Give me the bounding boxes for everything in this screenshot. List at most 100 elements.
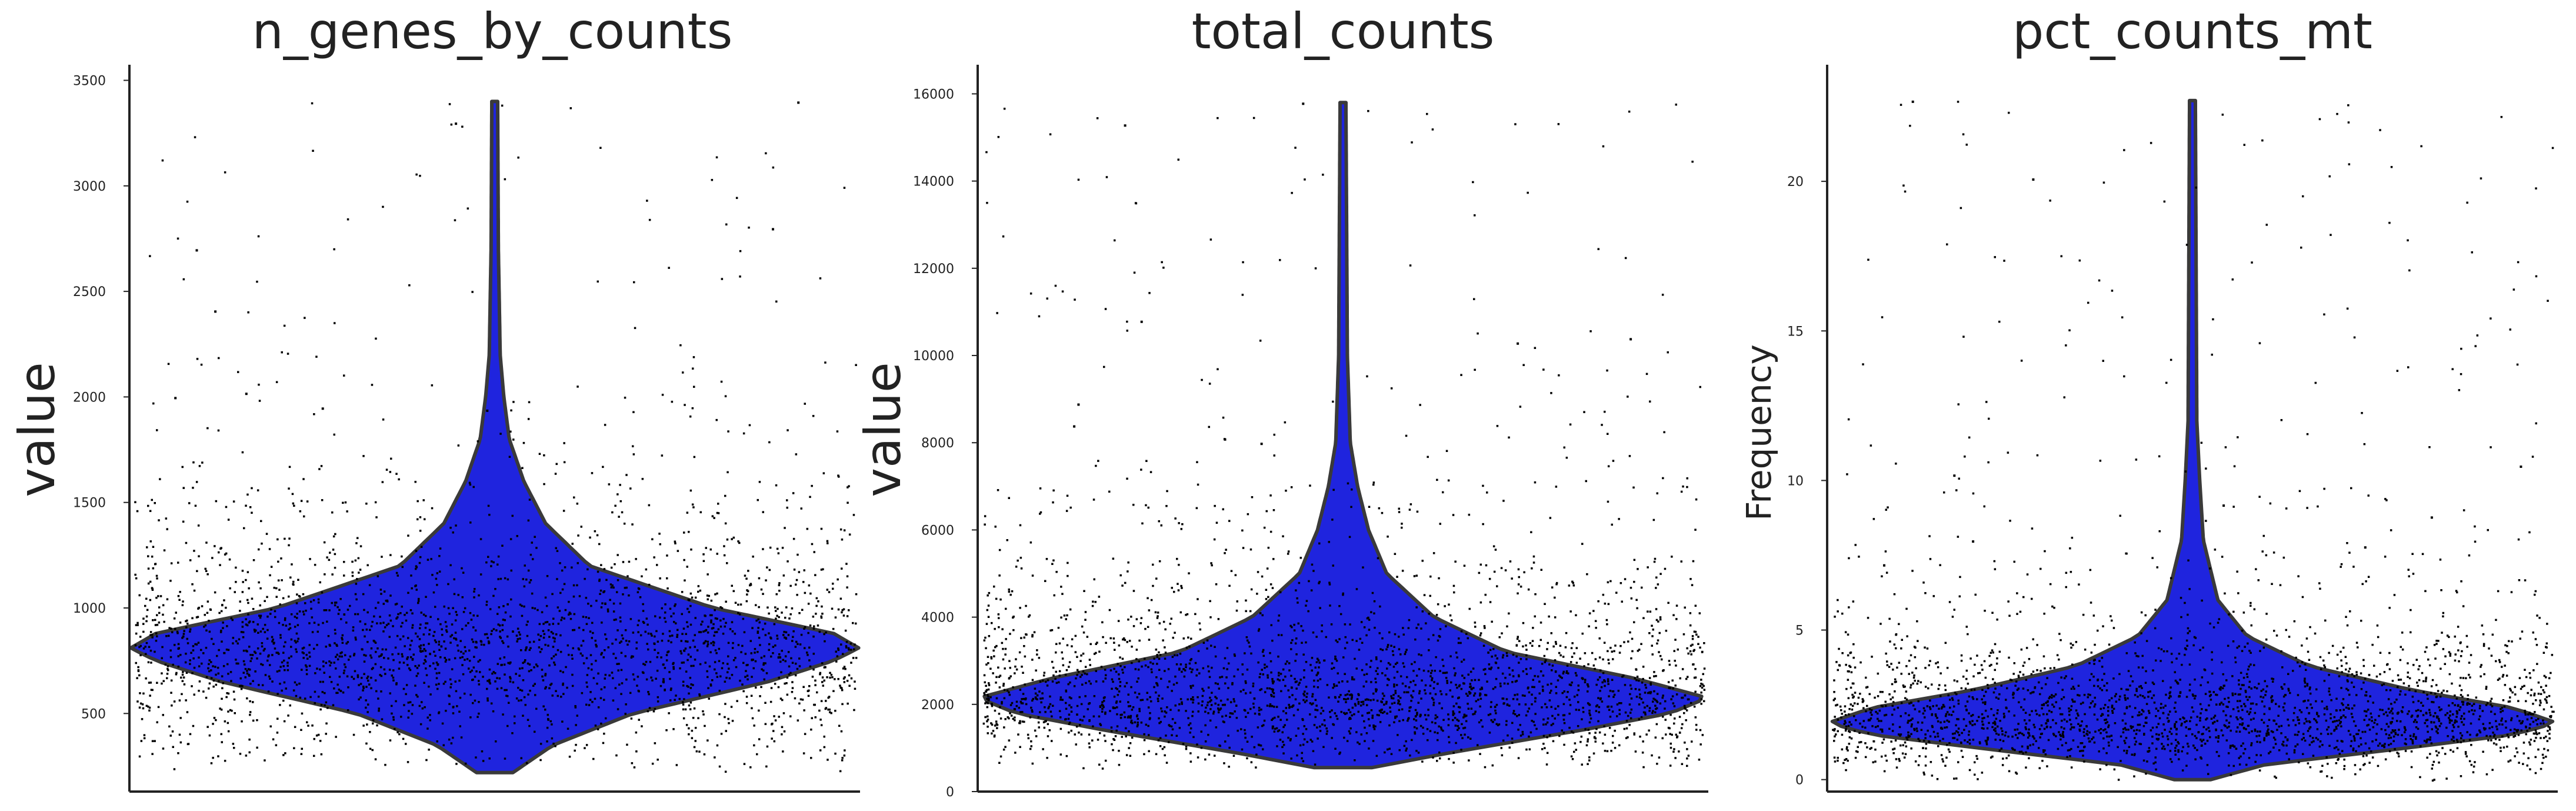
observation-point	[544, 621, 547, 624]
observation-point	[506, 603, 509, 606]
observation-point	[791, 607, 794, 610]
observation-point	[1287, 689, 1289, 692]
observation-point	[1280, 690, 1282, 693]
observation-point	[1177, 589, 1180, 591]
observation-point	[424, 706, 426, 709]
observation-point	[1442, 729, 1444, 732]
observation-point	[1594, 732, 1597, 734]
observation-point	[258, 581, 260, 584]
observation-point	[564, 566, 566, 569]
observation-point	[993, 655, 995, 657]
observation-point	[689, 489, 692, 492]
observation-point	[655, 677, 657, 680]
observation-point	[1555, 581, 1558, 584]
observation-point	[239, 610, 241, 612]
outlier-point	[455, 122, 458, 125]
observation-point	[1349, 717, 1352, 720]
observation-point	[728, 667, 730, 670]
observation-point	[1551, 664, 1554, 667]
observation-point	[525, 579, 528, 581]
observation-point	[1209, 719, 1212, 722]
observation-point	[985, 701, 988, 704]
observation-point	[1512, 710, 1515, 712]
observation-point	[1649, 610, 1652, 613]
observation-point	[368, 584, 371, 586]
observation-point	[275, 744, 278, 746]
observation-point	[1525, 658, 1528, 660]
observation-point	[388, 614, 391, 617]
observation-point	[1372, 483, 1375, 486]
observation-point	[1511, 742, 1514, 744]
observation-point	[1271, 639, 1274, 642]
observation-point	[983, 639, 986, 642]
observation-point	[781, 611, 783, 614]
observation-point	[1097, 739, 1099, 741]
observation-point	[821, 605, 823, 608]
observation-point	[495, 629, 498, 631]
observation-point	[1680, 560, 1682, 563]
observation-point	[162, 604, 165, 607]
observation-point	[1397, 695, 1400, 697]
observation-point	[186, 200, 189, 203]
observation-point	[811, 676, 814, 678]
observation-point	[1123, 711, 1126, 714]
observation-point	[343, 561, 345, 563]
observation-point	[462, 652, 465, 655]
observation-point	[335, 656, 337, 658]
observation-point	[317, 598, 320, 601]
observation-point	[1128, 640, 1131, 642]
observation-point	[450, 123, 453, 126]
observation-point	[178, 733, 181, 736]
observation-point	[1215, 697, 1218, 700]
observation-point	[1272, 689, 1274, 691]
observation-point	[147, 582, 150, 585]
observation-point	[424, 650, 427, 652]
observation-point	[676, 636, 678, 638]
observation-point	[552, 623, 554, 625]
observation-point	[1389, 706, 1391, 709]
observation-point	[1588, 732, 1591, 734]
observation-point	[823, 633, 825, 636]
observation-point	[1149, 717, 1151, 719]
observation-point	[808, 646, 811, 649]
observation-point	[1418, 690, 1421, 693]
observation-point	[229, 709, 232, 712]
observation-point	[554, 473, 557, 475]
observation-point	[241, 621, 244, 623]
observation-point	[356, 613, 359, 616]
observation-point	[370, 647, 373, 650]
observation-point	[994, 627, 996, 630]
observation-point	[1044, 580, 1047, 582]
observation-point	[1630, 708, 1633, 711]
observation-point	[376, 724, 378, 727]
observation-point	[620, 640, 622, 643]
observation-point	[183, 683, 186, 686]
observation-point	[706, 594, 709, 597]
observation-point	[563, 461, 566, 464]
observation-point	[1555, 686, 1557, 688]
observation-point	[1527, 191, 1529, 194]
observation-point	[785, 637, 788, 640]
observation-point	[1507, 734, 1509, 737]
observation-point	[372, 722, 374, 724]
outlier-point	[214, 310, 217, 313]
observation-point	[591, 669, 593, 671]
observation-point	[1426, 728, 1429, 730]
observation-point	[300, 753, 303, 755]
observation-point	[632, 631, 635, 634]
observation-point	[434, 606, 436, 608]
observation-point	[1542, 690, 1544, 692]
observation-point	[1542, 689, 1544, 691]
observation-point	[1204, 740, 1207, 743]
observation-point	[798, 702, 801, 704]
observation-point	[1266, 567, 1269, 570]
observation-point	[1358, 694, 1360, 696]
observation-point	[449, 527, 452, 529]
observation-point	[1413, 718, 1415, 720]
observation-point	[1579, 657, 1581, 660]
observation-point	[546, 621, 549, 623]
observation-point	[1398, 511, 1401, 513]
observation-point	[757, 631, 759, 634]
observation-point	[1611, 650, 1613, 653]
observation-point	[270, 609, 272, 611]
